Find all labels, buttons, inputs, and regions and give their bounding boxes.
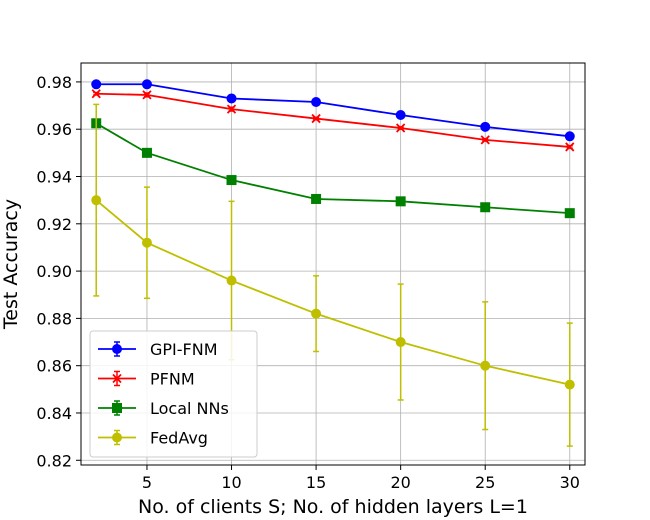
- x-marker-stroke: [142, 90, 152, 100]
- series-fedavg: [91, 103, 575, 447]
- data-point: [395, 196, 406, 207]
- data-point: [142, 90, 152, 100]
- y-tick-label: 0.96: [36, 120, 72, 139]
- data-point: [396, 123, 406, 133]
- x-marker-stroke: [480, 135, 490, 145]
- plot-frame: [80, 62, 586, 466]
- data-point: [480, 135, 490, 145]
- y-tick-label: 0.84: [36, 404, 72, 423]
- data-point: [226, 275, 237, 286]
- y-tick-label: 0.94: [36, 168, 72, 187]
- data-point: [564, 131, 575, 142]
- data-point: [395, 110, 406, 121]
- x-marker-stroke: [396, 123, 406, 133]
- data-point: [311, 97, 322, 108]
- x-marker-stroke: [112, 373, 122, 384]
- data-point: [311, 113, 321, 124]
- x-tick-label: 10: [221, 473, 241, 492]
- legend-marker: [112, 403, 122, 413]
- y-tick-label: 0.88: [36, 309, 72, 328]
- data-point: [564, 208, 575, 219]
- series-pfnm: [91, 89, 575, 152]
- data-point: [141, 237, 152, 248]
- legend-box: [89, 330, 258, 458]
- data-point: [141, 79, 152, 90]
- legend-marker: [112, 344, 122, 354]
- y-tick-label: 0.90: [36, 262, 72, 281]
- legend-label: Local NNs: [150, 399, 229, 418]
- x-tick-label: 25: [475, 473, 495, 492]
- y-tick-label: 0.98: [36, 73, 72, 92]
- data-point: [141, 147, 152, 158]
- legend-entry: GPI-FNM: [98, 340, 218, 359]
- x-tick-label: 5: [142, 473, 152, 492]
- x-tick-label: 30: [560, 473, 580, 492]
- x-marker-stroke: [311, 113, 321, 124]
- x-tick-label: 15: [306, 473, 326, 492]
- legend-entry: PFNM: [98, 370, 195, 389]
- x-tick-label: 20: [390, 473, 410, 492]
- legend-marker: [112, 432, 122, 443]
- legend-entry: Local NNs: [98, 399, 229, 418]
- x-axis-label: No. of clients S; No. of hidden layers L…: [138, 496, 528, 518]
- x-marker-stroke: [226, 104, 237, 114]
- data-series: [91, 79, 575, 447]
- data-point: [480, 202, 491, 213]
- data-point: [564, 379, 575, 390]
- legend-marker: [112, 373, 122, 384]
- y-tick-label: 0.82: [36, 451, 72, 470]
- x-marker-stroke: [91, 89, 101, 99]
- y-tick-label: 0.86: [36, 357, 72, 376]
- data-point: [480, 121, 491, 132]
- data-point: [91, 79, 102, 90]
- data-point: [226, 175, 237, 186]
- series-gpi-fnm: [91, 79, 575, 142]
- data-point: [91, 195, 102, 206]
- data-point: [91, 89, 101, 99]
- data-point: [480, 360, 491, 371]
- legend-entry: FedAvg: [98, 429, 208, 448]
- legend-label: FedAvg: [150, 429, 208, 448]
- data-point: [226, 104, 237, 114]
- legend-label: PFNM: [150, 370, 195, 389]
- data-point: [311, 193, 322, 204]
- axis-ticks: 5 10 15 20 25 30 0.82 0.84 0.86 0.88 0.90 0.92 0.94 0…: [36, 73, 580, 492]
- data-point: [311, 308, 322, 319]
- x-marker-stroke: [565, 142, 575, 152]
- y-axis-label: Test Accuracy: [0, 199, 22, 330]
- data-point: [226, 93, 237, 104]
- legend: GPI-FNM PFNM Local NNs FedAvg: [89, 330, 258, 458]
- legend-label: GPI-FNM: [150, 340, 218, 359]
- y-tick-label: 0.92: [36, 215, 72, 234]
- data-point: [565, 142, 575, 152]
- data-point: [395, 337, 406, 348]
